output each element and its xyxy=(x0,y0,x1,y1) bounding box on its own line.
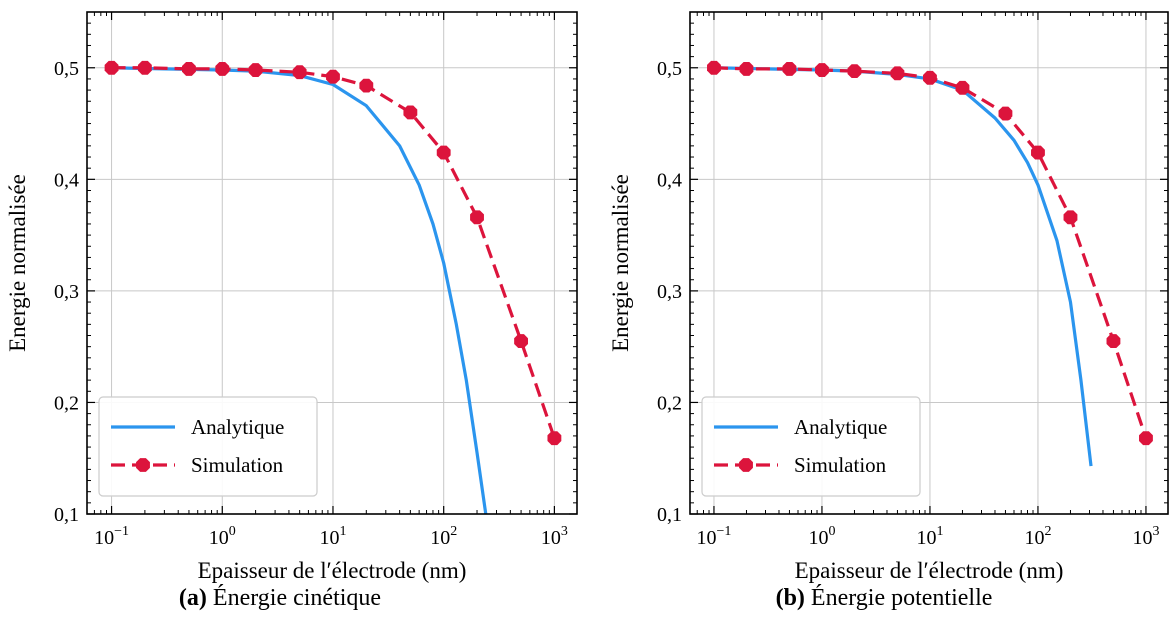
panel-b: 10−1 100 101 102 1030,10,20,30,40,5Epaisseur… xyxy=(608,11,1169,583)
simulation-point xyxy=(403,105,418,120)
x-tick-label-exponent: 3 xyxy=(1152,524,1159,539)
x-tick-label: 103 xyxy=(541,524,568,549)
x-tick-label: 100 xyxy=(808,524,835,549)
x-tick-label-exponent: 2 xyxy=(450,524,457,539)
simulation-point xyxy=(104,60,119,75)
caption-a-tag: (a) xyxy=(178,585,207,611)
legend-box xyxy=(701,396,921,497)
x-tick-label-base: 10 xyxy=(209,527,229,549)
analytique-line xyxy=(111,66,488,514)
x-tick-label-exponent: −1 xyxy=(717,524,732,539)
y-tick-label: 0,4 xyxy=(54,169,79,191)
x-tick-label: 103 xyxy=(1132,524,1159,549)
x-tick-label: 10−1 xyxy=(697,524,732,549)
x-tick-label-base: 10 xyxy=(1024,527,1044,549)
simulation-point xyxy=(707,60,721,75)
axes-frame xyxy=(689,11,1169,515)
y-tick-label: 0,4 xyxy=(657,169,682,191)
simulation-point xyxy=(890,66,905,81)
panel-a: 10−1 100 101 102 1030,10,20,30,40,5Epaisseur… xyxy=(5,11,578,583)
simulation-point xyxy=(1139,431,1153,446)
x-tick-label: 102 xyxy=(430,524,457,549)
legend: Analytique Simulation xyxy=(98,396,318,497)
x-tick-label-exponent: 0 xyxy=(828,524,835,539)
x-axis-label: Epaisseur de l′électrode (nm) xyxy=(795,558,1064,583)
x-tick-label-base: 10 xyxy=(319,527,339,549)
simulation-point xyxy=(739,61,754,76)
simulation-point xyxy=(547,431,562,446)
simulation-point xyxy=(923,70,937,85)
y-tick-label: 0,5 xyxy=(657,58,682,80)
simulation-point xyxy=(998,106,1013,121)
simulation-point xyxy=(1063,210,1078,225)
x-tick-label-base: 10 xyxy=(808,527,828,549)
y-tick-label: 0,1 xyxy=(657,504,682,526)
x-tick-label-exponent: 1 xyxy=(936,524,943,539)
simulation-point xyxy=(292,65,307,80)
x-axis-label: Epaisseur de l′électrode (nm) xyxy=(198,558,467,583)
x-tick-label-base: 10 xyxy=(916,527,936,549)
series-group xyxy=(707,60,1153,467)
simulation-point xyxy=(815,63,829,77)
x-tick-label-exponent: 0 xyxy=(229,524,236,539)
x-tick-label: 102 xyxy=(1024,524,1051,549)
simulation-point xyxy=(215,61,230,76)
x-tick-label-exponent: 1 xyxy=(339,524,346,539)
y-tick-label: 0,3 xyxy=(54,281,79,303)
x-tick-label-base: 10 xyxy=(430,527,450,549)
caption-b-text: Énergie potentielle xyxy=(810,585,993,611)
y-tick-label: 0,3 xyxy=(657,281,682,303)
simulation-point xyxy=(182,61,196,76)
simulation-point xyxy=(470,210,484,225)
y-tick-label: 0,5 xyxy=(54,58,79,80)
axes-frame xyxy=(86,11,578,515)
simulation-point xyxy=(436,145,451,160)
y-tick-label: 0,2 xyxy=(54,392,79,414)
legend-swatch-marker xyxy=(136,458,150,472)
legend-label: Simulation xyxy=(794,453,887,477)
x-tick-label-base: 10 xyxy=(1132,527,1152,549)
legend: Analytique Simulation xyxy=(701,396,921,497)
simulation-point xyxy=(514,334,528,349)
legend-label: Analytique xyxy=(794,415,887,439)
caption-b-tag: (b) xyxy=(775,585,805,611)
simulation-point xyxy=(782,61,797,76)
simulation-point xyxy=(1031,145,1045,160)
y-tick-label: 0,1 xyxy=(54,504,79,526)
simulation-point xyxy=(1106,334,1121,349)
x-tick-label-base: 10 xyxy=(697,527,717,549)
x-tick-label-exponent: 3 xyxy=(561,524,568,539)
x-tick-label: 101 xyxy=(319,524,346,549)
x-tick-label: 100 xyxy=(209,524,236,549)
simulation-point xyxy=(359,78,374,93)
simulation-point xyxy=(137,60,152,75)
y-tick-label: 0,2 xyxy=(657,392,682,414)
legend-swatch-marker xyxy=(739,458,753,472)
simulation-point xyxy=(248,63,263,77)
series-group xyxy=(104,60,562,514)
x-tick-label-base: 10 xyxy=(94,527,114,549)
legend-label: Simulation xyxy=(191,453,284,477)
y-axis-label: Energie normalisée xyxy=(608,174,633,352)
x-tick-label: 101 xyxy=(916,524,943,549)
x-tick-label: 10−1 xyxy=(94,524,129,549)
x-tick-label-base: 10 xyxy=(541,527,561,549)
legend-box xyxy=(98,396,318,497)
x-tick-label-exponent: −1 xyxy=(114,524,129,539)
simulation-point xyxy=(326,69,340,84)
simulation-point xyxy=(847,64,862,79)
caption-a-text: Énergie cinétique xyxy=(212,585,382,611)
simulation-point xyxy=(955,80,970,95)
caption-a: (a) Énergie cinétique xyxy=(179,585,381,612)
y-axis-label: Energie normalisée xyxy=(5,174,30,352)
caption-b: (b) Énergie potentielle xyxy=(776,585,993,612)
x-tick-label-exponent: 2 xyxy=(1044,524,1051,539)
legend-label: Analytique xyxy=(191,415,284,439)
